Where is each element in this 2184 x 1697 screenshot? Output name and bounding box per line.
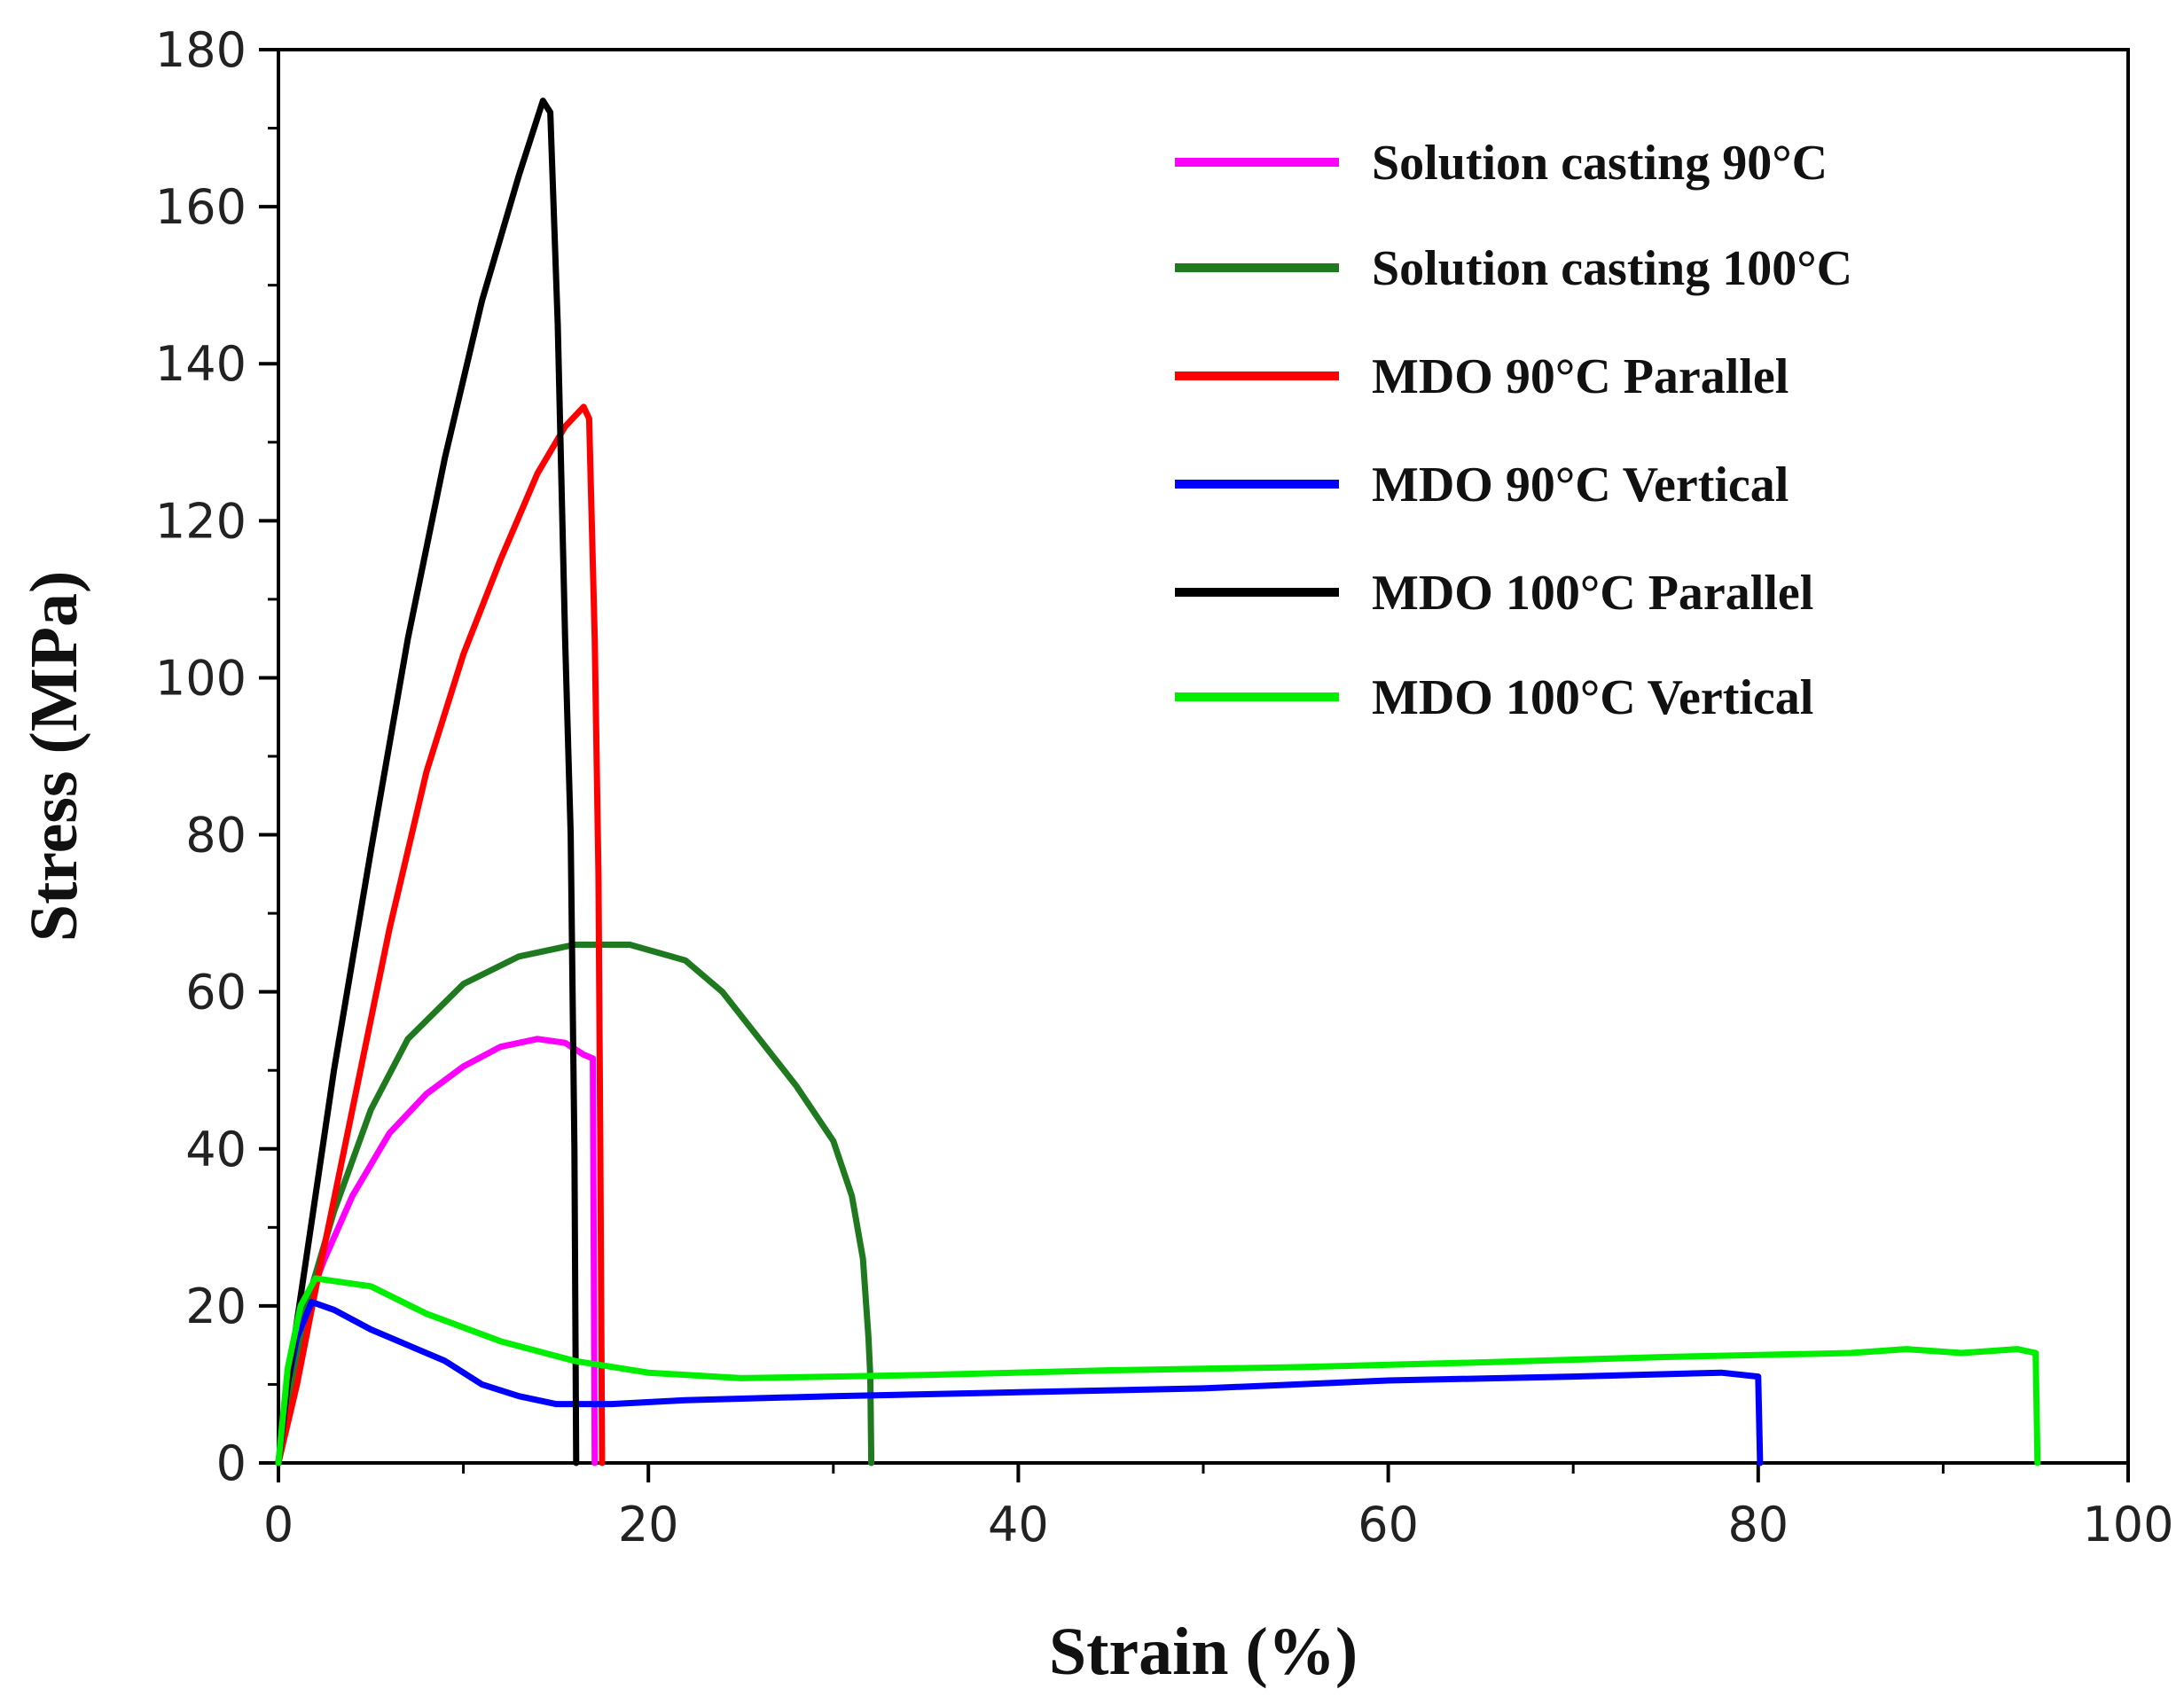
legend-label: Solution casting 90°C xyxy=(1372,136,1828,191)
y-tick-label: 40 xyxy=(185,1122,247,1177)
y-axis-title: Stress (MPa) xyxy=(17,571,91,942)
series-line-2 xyxy=(275,942,875,1466)
axis-ticks xyxy=(259,48,2130,1482)
series-lines xyxy=(275,98,2041,1466)
y-tick-label: 20 xyxy=(185,1279,247,1334)
x-tick-label: 60 xyxy=(1358,1497,1419,1552)
legend-label: Solution casting 100°C xyxy=(1372,241,1852,296)
y-tick-label: 60 xyxy=(185,965,247,1021)
legend-label: MDO 100°C Vertical xyxy=(1372,670,1813,725)
axis-tick-labels: 0 20 40 60 80 100 0 20 40 60 80 100 120 140 160 180 xyxy=(155,22,2174,1552)
legend-label: MDO 100°C Parallel xyxy=(1372,566,1813,621)
x-tick-label: 0 xyxy=(263,1497,294,1552)
y-tick-label: 140 xyxy=(155,336,247,392)
x-tick-label: 20 xyxy=(618,1497,679,1552)
x-axis-title: Strain (%) xyxy=(1049,1615,1358,1689)
y-tick-label: 100 xyxy=(155,650,247,706)
y-tick-label: 0 xyxy=(216,1435,247,1491)
series-line-3 xyxy=(275,403,606,1466)
x-tick-label: 40 xyxy=(988,1497,1049,1552)
legend: Solution casting 90°C Solution casting 10… xyxy=(1175,136,1852,725)
series-line-4 xyxy=(275,1299,1764,1466)
series-line-6 xyxy=(275,1275,2041,1466)
y-tick-label: 80 xyxy=(185,808,247,864)
y-tick-label: 120 xyxy=(155,493,247,549)
x-tick-label: 80 xyxy=(1727,1497,1789,1552)
series-line-5 xyxy=(275,98,580,1466)
y-tick-label: 160 xyxy=(155,179,247,235)
y-tick-label: 180 xyxy=(155,22,247,78)
legend-label: MDO 90°C Vertical xyxy=(1372,457,1789,512)
x-tick-label: 100 xyxy=(2082,1497,2173,1552)
legend-label: MDO 90°C Parallel xyxy=(1372,349,1789,404)
